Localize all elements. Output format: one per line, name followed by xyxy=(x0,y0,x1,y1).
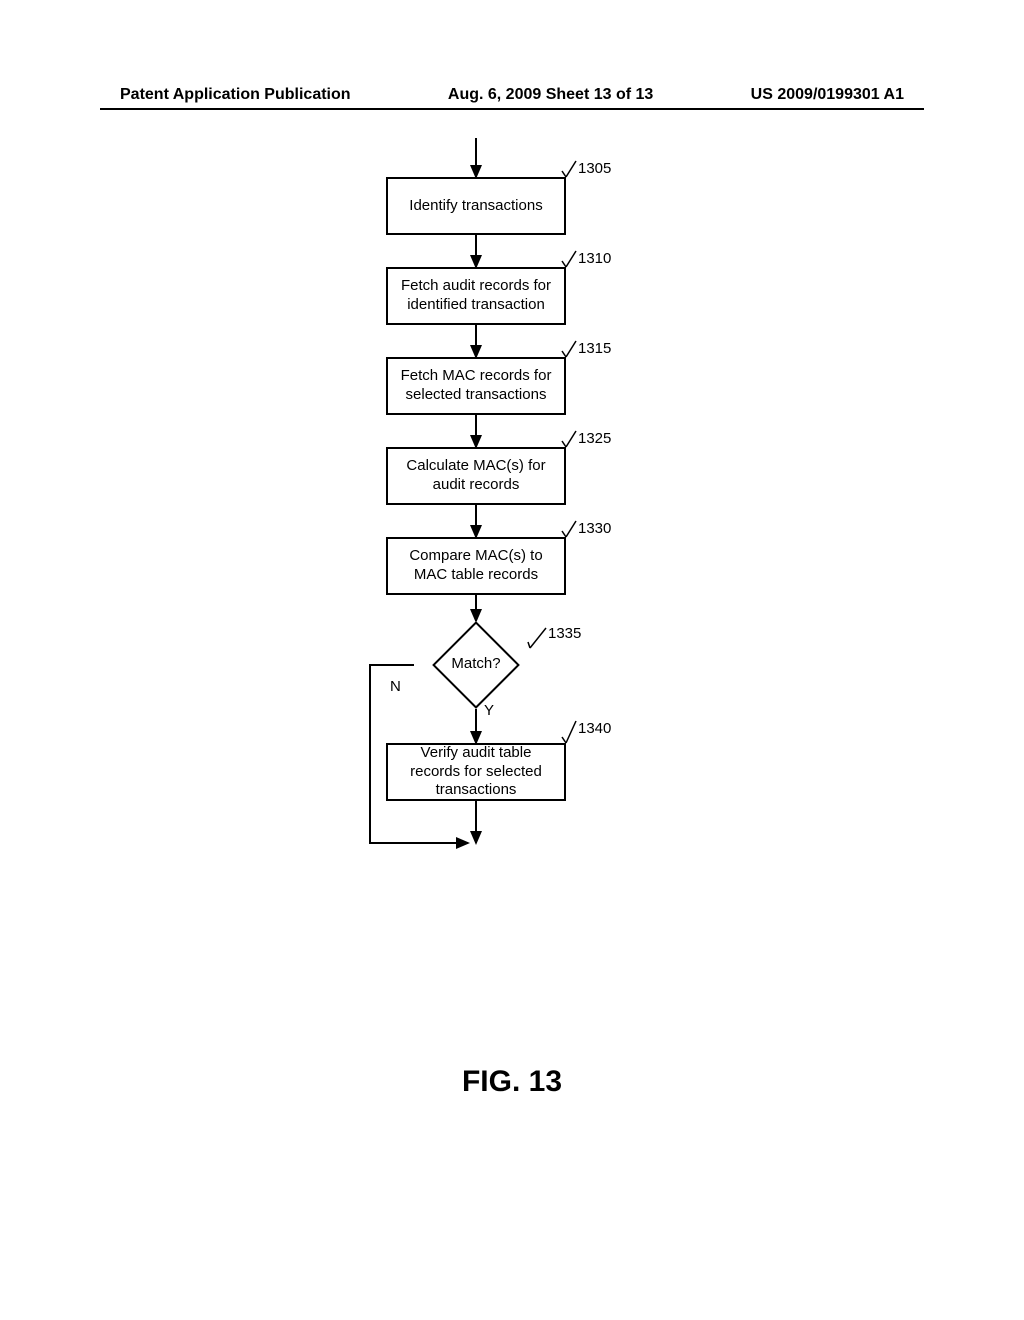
flow-box-b1315: Fetch MAC records for selected transacti… xyxy=(386,357,566,415)
decision-label: Match? xyxy=(436,655,516,672)
patent-page: Patent Application Publication Aug. 6, 2… xyxy=(0,0,1024,1320)
ref-1325: 1325 xyxy=(578,430,611,447)
flow-box-b1310: Fetch audit records for identified trans… xyxy=(386,267,566,325)
ref-1315: 1315 xyxy=(578,340,611,357)
ref-1340: 1340 xyxy=(578,720,611,737)
ref-1335: 1335 xyxy=(548,625,581,642)
flow-box-b1305: Identify transactions xyxy=(386,177,566,235)
ref-1310: 1310 xyxy=(578,250,611,267)
branch-label-y: Y xyxy=(484,702,494,719)
flow-box-b1325: Calculate MAC(s) for audit records xyxy=(386,447,566,505)
flow-box-b1340: Verify audit table records for selected … xyxy=(386,743,566,801)
figure-label: FIG. 13 xyxy=(0,1065,1024,1099)
ref-1330: 1330 xyxy=(578,520,611,537)
ref-1305: 1305 xyxy=(578,160,611,177)
branch-label-n: N xyxy=(390,678,401,695)
flowchart-diagram: Identify transactions 1305 Fetch audit rec… xyxy=(0,0,1024,1320)
flow-box-b1330: Compare MAC(s) to MAC table records xyxy=(386,537,566,595)
